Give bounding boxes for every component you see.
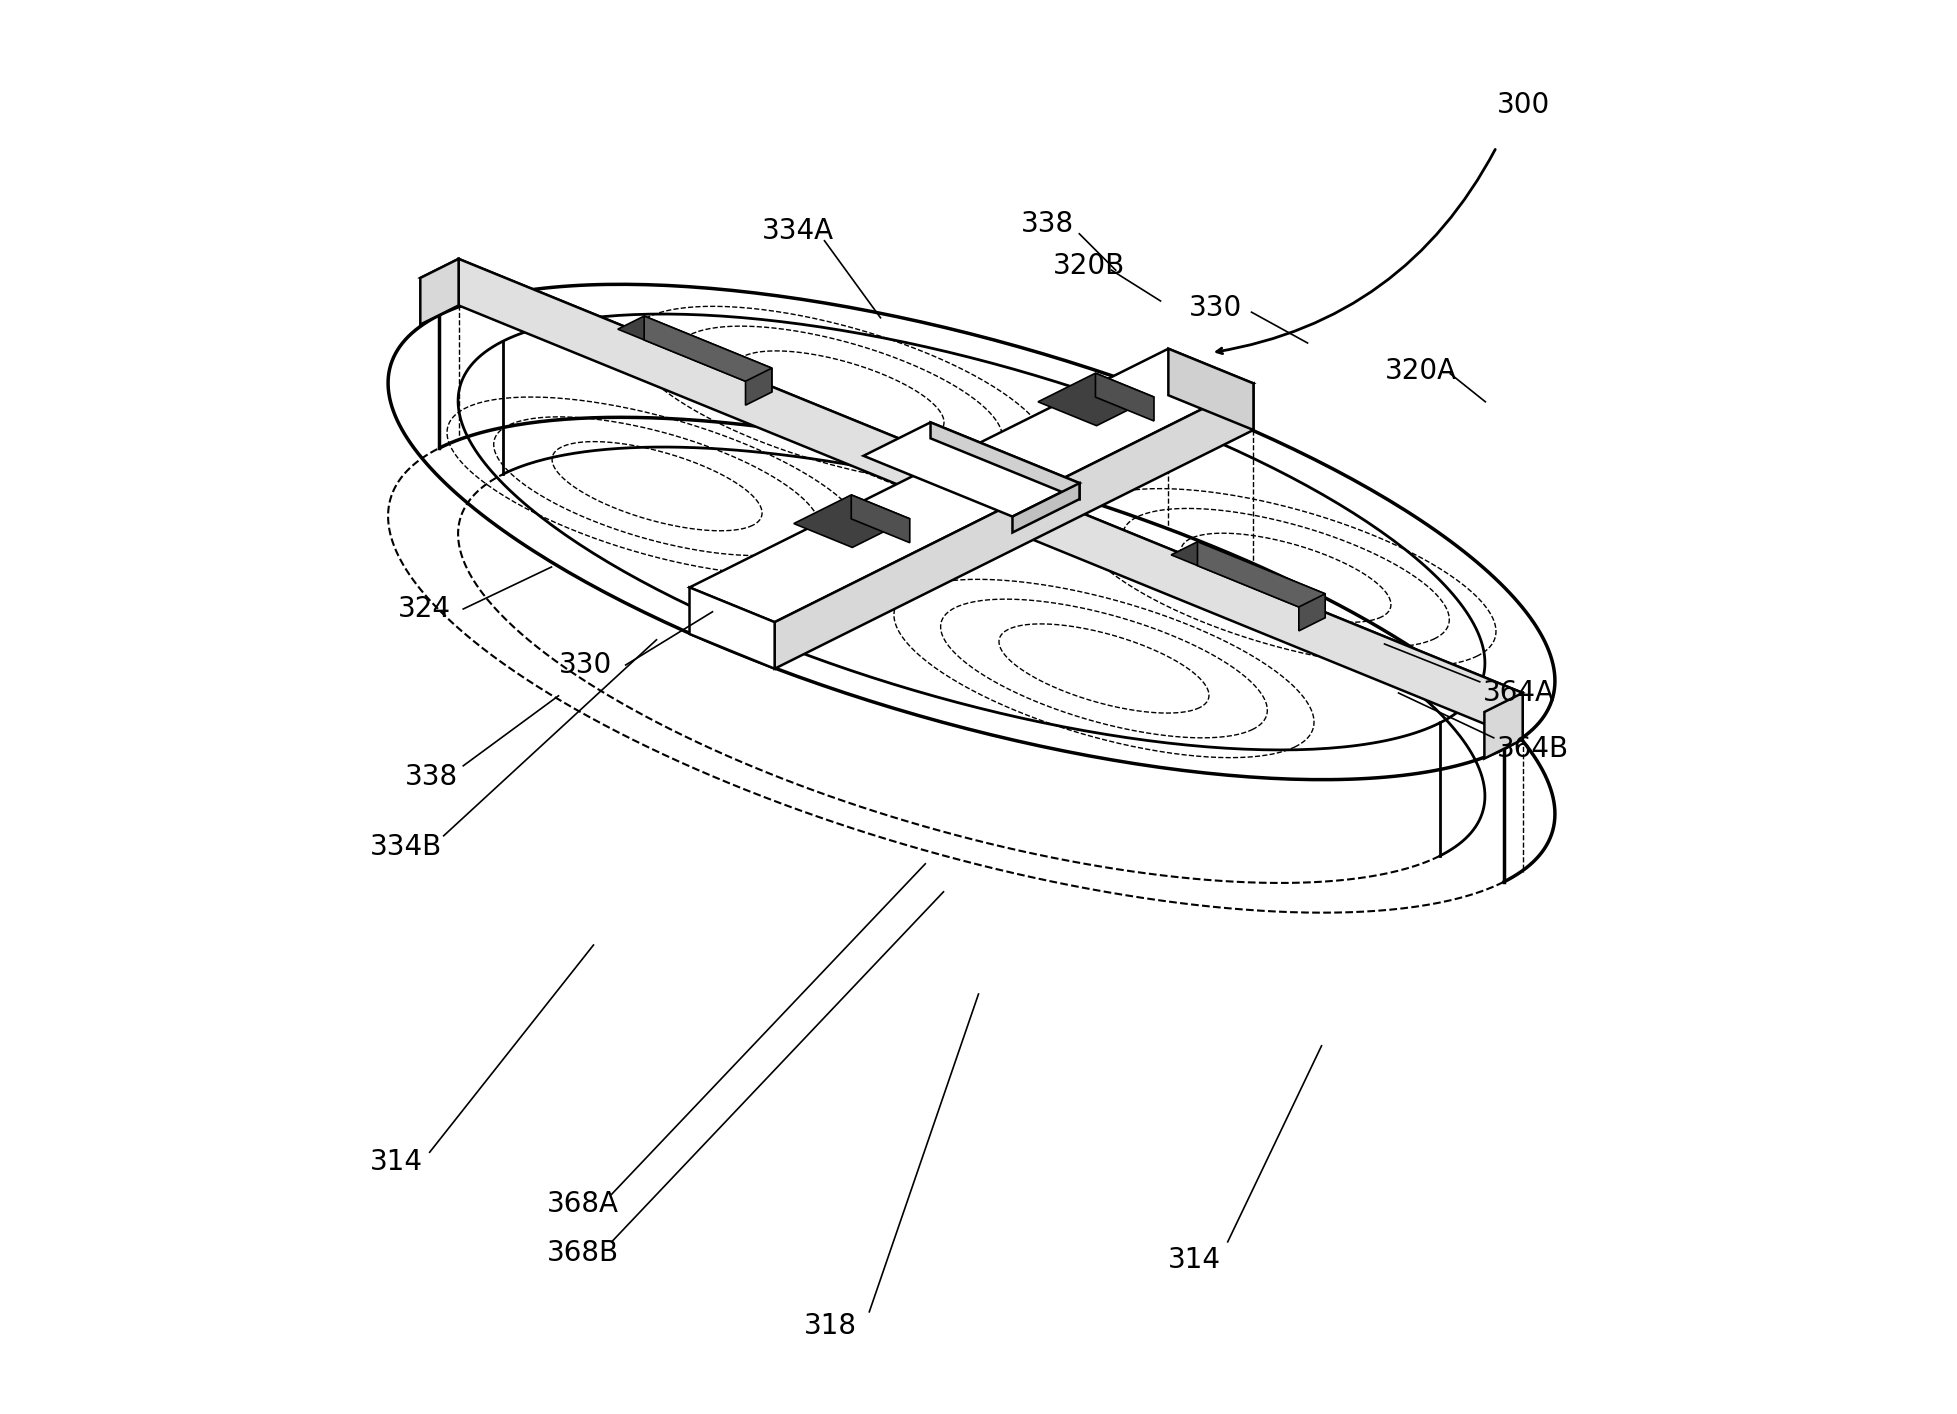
Polygon shape (795, 495, 910, 547)
Polygon shape (1198, 542, 1325, 618)
Polygon shape (746, 368, 771, 406)
Polygon shape (851, 495, 910, 543)
Polygon shape (458, 259, 1523, 740)
Text: 314: 314 (1168, 1246, 1221, 1274)
Text: 314: 314 (370, 1148, 423, 1176)
Polygon shape (644, 317, 771, 392)
Polygon shape (1170, 542, 1325, 607)
Text: 368A: 368A (548, 1191, 618, 1217)
Text: 318: 318 (804, 1312, 857, 1340)
Text: 320B: 320B (1053, 252, 1125, 280)
Text: 368B: 368B (548, 1239, 620, 1267)
Polygon shape (1168, 349, 1254, 430)
Polygon shape (1299, 594, 1325, 631)
Polygon shape (1037, 373, 1155, 426)
Text: 324: 324 (397, 595, 450, 624)
Text: 364A: 364A (1483, 679, 1554, 707)
Polygon shape (930, 423, 1080, 499)
Polygon shape (863, 423, 1080, 516)
Text: 330: 330 (558, 650, 613, 679)
Polygon shape (775, 383, 1254, 669)
Text: 334B: 334B (370, 833, 442, 861)
Text: 300: 300 (1497, 90, 1550, 119)
Text: 338: 338 (405, 764, 458, 790)
Polygon shape (1012, 484, 1080, 533)
Text: 330: 330 (1188, 294, 1243, 322)
Text: 338: 338 (1020, 209, 1074, 238)
Polygon shape (1096, 373, 1155, 421)
Polygon shape (689, 587, 775, 669)
Text: 364B: 364B (1497, 735, 1570, 764)
Text: 320A: 320A (1384, 356, 1456, 385)
Polygon shape (421, 259, 1523, 713)
Polygon shape (421, 259, 458, 325)
Text: 334A: 334A (761, 216, 834, 245)
Polygon shape (1485, 693, 1523, 758)
Polygon shape (689, 349, 1254, 622)
Polygon shape (618, 317, 771, 382)
